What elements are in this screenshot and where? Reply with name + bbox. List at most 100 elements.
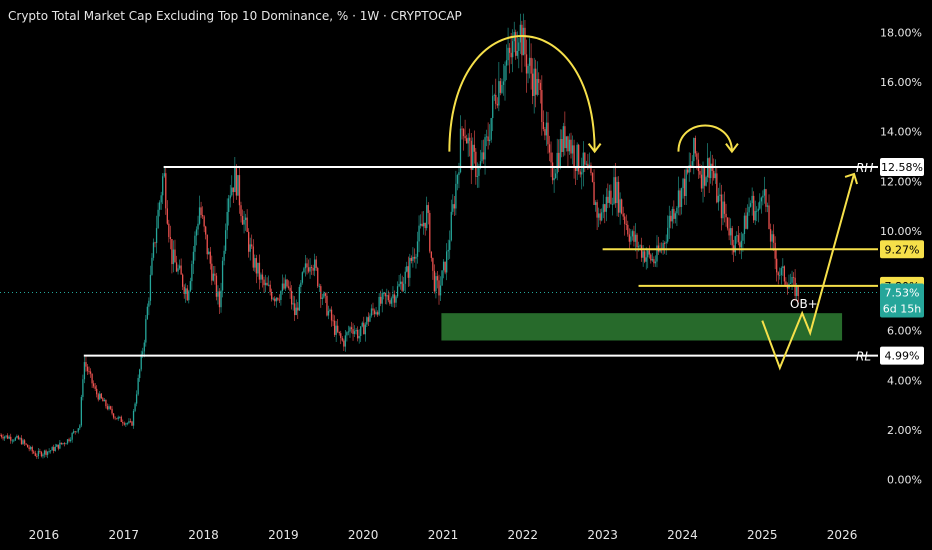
candle-body: [139, 369, 141, 379]
candle-body: [723, 201, 726, 214]
candle-body: [323, 293, 325, 298]
candle-body: [155, 228, 158, 244]
candle-body: [495, 94, 497, 104]
candle-body: [763, 189, 766, 196]
candle-body: [522, 27, 525, 56]
candle-body: [444, 261, 446, 273]
candle-body: [502, 81, 505, 85]
candle-body: [769, 229, 772, 242]
candle-body: [568, 139, 571, 152]
candle-body: [742, 233, 744, 241]
candle-body: [229, 195, 231, 199]
candle-body: [418, 225, 420, 242]
candle-body: [326, 295, 328, 316]
candle-body: [185, 288, 187, 294]
candle-body: [68, 439, 70, 441]
candle-body: [771, 234, 773, 242]
candle-body: [211, 263, 213, 281]
candle-body: [53, 447, 55, 451]
candle-body: [180, 265, 182, 275]
candle-body: [597, 213, 600, 218]
candle-body: [590, 165, 592, 174]
candle-body: [496, 103, 498, 106]
candle-body: [584, 152, 586, 165]
x-tick-label: 2020: [348, 528, 379, 542]
candle-body: [670, 215, 672, 222]
candle-body: [644, 251, 646, 262]
candle-body: [469, 137, 471, 141]
y-tick-label: 18.00%: [880, 26, 922, 39]
candle-body: [373, 310, 376, 315]
candle-body: [539, 82, 541, 91]
candle-body: [570, 139, 572, 154]
candle-body: [510, 52, 512, 58]
candle-body: [624, 216, 626, 224]
level-label-rl: RL: [856, 350, 871, 364]
candle-body: [602, 204, 604, 213]
candle-body: [380, 296, 382, 304]
candle-body: [134, 403, 136, 411]
candle-body: [48, 451, 50, 452]
candle-body: [178, 265, 181, 269]
candle-body: [135, 394, 138, 404]
candle-body: [111, 408, 113, 414]
candle-body: [407, 266, 409, 278]
candle-body: [682, 178, 684, 189]
candle-body: [116, 418, 118, 420]
candle-body: [613, 177, 615, 204]
candle-body: [714, 173, 716, 179]
candle-body: [263, 279, 265, 286]
candle-body: [203, 216, 205, 227]
candle-body: [674, 213, 677, 219]
candle-body: [177, 268, 179, 272]
candle-body: [485, 136, 488, 138]
candle-body: [631, 231, 634, 237]
candle-body: [192, 251, 195, 264]
candle-body: [481, 152, 483, 162]
candle-body: [774, 242, 776, 259]
candle-body: [748, 206, 750, 213]
candle-body: [335, 325, 337, 335]
candle-body: [518, 42, 520, 51]
candle-body: [271, 292, 273, 300]
candle-body: [19, 438, 21, 440]
candle-body: [593, 182, 595, 205]
candle-body: [145, 319, 147, 343]
candle-body: [246, 217, 248, 232]
candle-body: [766, 205, 769, 207]
candle-body: [576, 144, 578, 172]
candle-body: [317, 267, 319, 287]
candle-body: [241, 216, 244, 225]
candle-body: [734, 236, 736, 253]
candle-body: [200, 207, 202, 215]
candle-body: [446, 251, 448, 273]
candle-body: [367, 317, 370, 322]
y-tick-label: 12.00%: [880, 175, 922, 188]
candle-body: [337, 325, 339, 332]
candle-body: [772, 234, 775, 243]
x-tick-label: 2022: [508, 528, 539, 542]
candle-body: [369, 315, 371, 322]
candle-body: [436, 276, 439, 281]
candle-body: [553, 178, 555, 181]
candle-body: [284, 279, 287, 289]
candle-body: [390, 298, 393, 304]
candle-body: [28, 447, 30, 450]
candle-body: [290, 290, 293, 305]
candle-body: [360, 326, 362, 336]
candle-body: [264, 282, 267, 286]
candle-body: [209, 251, 211, 264]
price-tags-layer: 12.58%4.99%9.27%7.80%7.53%6d 15h: [880, 158, 924, 365]
candle-body: [25, 443, 27, 445]
candle-body: [621, 199, 623, 214]
candle-body: [654, 261, 657, 264]
candle-body: [622, 213, 624, 217]
candle-body: [123, 423, 125, 425]
candle-body: [605, 196, 607, 212]
candle-body: [780, 268, 782, 276]
candle-body: [43, 450, 46, 455]
candle-body: [663, 243, 666, 244]
candle-body: [527, 65, 529, 74]
candle-body: [42, 454, 44, 457]
